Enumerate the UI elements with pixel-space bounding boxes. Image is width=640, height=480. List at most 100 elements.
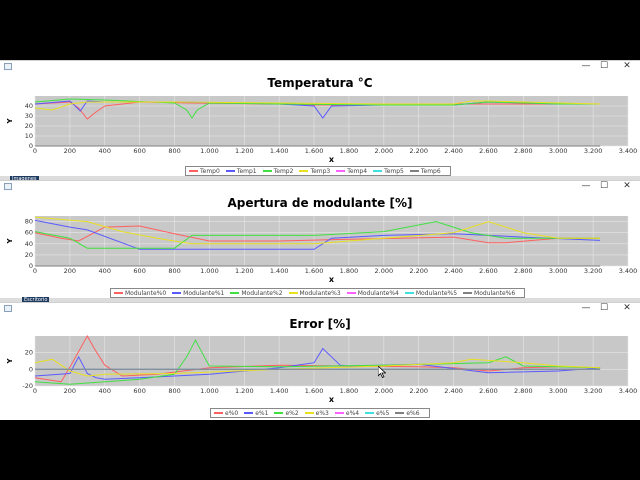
y-axis-label: Y [6, 358, 14, 365]
legend-swatch [225, 170, 235, 172]
legend-label: Temp5 [384, 167, 404, 175]
x-tick-label: 600 [133, 267, 145, 275]
legend-label: Temp2 [273, 167, 294, 175]
x-tick-label: 1.000 [200, 147, 219, 155]
background-strip [0, 298, 640, 302]
y-axis-label: Y [6, 238, 14, 245]
series-line-e%0 [34, 334, 601, 383]
window-titlebar: — ☐ ✕ [0, 181, 640, 193]
x-tick-label: 2.800 [514, 147, 533, 155]
x-tick-label: 2.200 [409, 147, 428, 155]
x-tick-label: 0 [33, 387, 37, 395]
legend-item: e%1 [244, 410, 268, 417]
x-tick-label: 2.000 [375, 147, 394, 155]
x-tick-label: 3.400 [619, 147, 638, 155]
legend-swatch [114, 292, 123, 294]
app-icon [4, 183, 12, 190]
minimize-button[interactable]: — [581, 61, 591, 71]
legend-label: e%4 [345, 409, 360, 417]
legend-item: e%5 [365, 410, 389, 417]
x-tick-label: 2.000 [375, 387, 394, 395]
x-tick-label: 1.200 [235, 147, 254, 155]
minimize-button[interactable]: — [581, 181, 591, 191]
legend-label: e%5 [376, 409, 390, 417]
legend-swatch [189, 170, 198, 172]
series-line-Modulante%0 [34, 225, 601, 244]
x-axis-label: x [329, 275, 335, 284]
x-tick-label: 600 [133, 147, 145, 155]
window-titlebar: — ☐ ✕ [0, 61, 640, 73]
y-tick-label: 0 [29, 365, 33, 373]
x-tick-label: 2.600 [479, 387, 498, 395]
legend-item: Temp4 [336, 168, 367, 175]
app-icon [4, 305, 12, 312]
series-line-Temp2 [34, 98, 601, 119]
legend-label: Modulante%5 [415, 289, 458, 297]
x-tick-label: 1.200 [235, 387, 254, 395]
chart-temperatura: 0 200 400 600 800 1.000 1.200 1.400 1.600 1.800 2.… [6, 96, 638, 164]
taskbar-label[interactable]: Escritorio [22, 297, 50, 303]
maximize-button[interactable]: ☐ [599, 61, 609, 71]
y-tick-label: 40 [25, 240, 33, 248]
legend-label: Modulante%6 [474, 289, 516, 297]
close-button[interactable]: ✕ [623, 181, 631, 191]
legend-item: Modulante%3 [288, 290, 341, 297]
legend-swatch [346, 292, 356, 294]
legend-swatch [172, 292, 182, 294]
y-tick-label: 40 [25, 102, 33, 110]
y-tick-label: 80 [25, 218, 33, 226]
x-tick-label: 0 [33, 147, 37, 155]
legend-label: e%0 [225, 409, 239, 417]
y-axis-label: Y [6, 118, 14, 125]
series-line-Modulante%1 [34, 219, 601, 250]
legend-label: Temp0 [200, 167, 220, 175]
legend-item: Temp1 [225, 168, 257, 175]
x-tick-label: 400 [99, 147, 111, 155]
y-tick-label: 60 [25, 229, 33, 237]
legend-swatch [409, 170, 419, 172]
maximize-button[interactable]: ☐ [599, 303, 609, 313]
legend-item: Modulante%4 [346, 290, 399, 297]
series-line-Modulante%2 [34, 221, 601, 249]
legend-item: Temp5 [373, 168, 404, 175]
x-tick-label: 3.400 [619, 387, 638, 395]
legend-item: e%0 [214, 410, 238, 417]
x-tick-label: 200 [64, 387, 76, 395]
x-tick-label: 3.200 [584, 387, 603, 395]
x-tick-label: 1.600 [305, 147, 324, 155]
taskbar-label[interactable]: Imagenes [10, 176, 39, 182]
legend-item: Modulante%1 [172, 290, 224, 297]
minimize-button[interactable]: — [581, 303, 591, 313]
x-tick-label: 1.800 [340, 267, 359, 275]
legend-label: Temp3 [310, 167, 331, 175]
chart-legend: Temp0 Temp1 Temp2 Temp3 Temp4 Temp5 Temp6 [185, 166, 451, 176]
x-tick-label: 400 [99, 267, 111, 275]
x-tick-label: 1.400 [270, 267, 289, 275]
y-tick-label: -20 [22, 382, 33, 390]
legend-swatch [299, 170, 309, 172]
legend-label: Modulante%0 [125, 289, 167, 297]
y-tick-label: 0 [29, 262, 33, 270]
series-line-Temp0 [34, 101, 601, 120]
x-tick-label: 2.200 [409, 387, 428, 395]
legend-item: Modulante%0 [114, 290, 166, 297]
y-tick-label: 20 [25, 251, 33, 259]
close-button[interactable]: ✕ [623, 61, 631, 71]
x-tick-label: 3.400 [619, 267, 638, 275]
legend-item: Modulante%5 [404, 289, 458, 297]
chart-title: Apertura de modulante [%] [227, 196, 413, 210]
y-tick-label: 30 [25, 112, 33, 120]
close-button[interactable]: ✕ [623, 303, 631, 313]
chart-modulante: 0 200 400 600 800 1.000 1.200 1.400 1.600 1.800 2.… [6, 216, 638, 284]
legend-swatch [334, 412, 344, 414]
x-tick-label: 3.000 [549, 387, 568, 395]
x-tick-label: 800 [168, 267, 180, 275]
x-tick-label: 3.000 [549, 147, 568, 155]
x-axis-label: x [329, 395, 335, 404]
legend-swatch [304, 412, 314, 414]
x-tick-label: 600 [133, 387, 145, 395]
chart-title: Temperatura °C [267, 76, 373, 90]
maximize-button[interactable]: ☐ [599, 181, 609, 191]
legend-label: e%6 [406, 409, 420, 417]
x-tick-label: 2.000 [375, 267, 394, 275]
